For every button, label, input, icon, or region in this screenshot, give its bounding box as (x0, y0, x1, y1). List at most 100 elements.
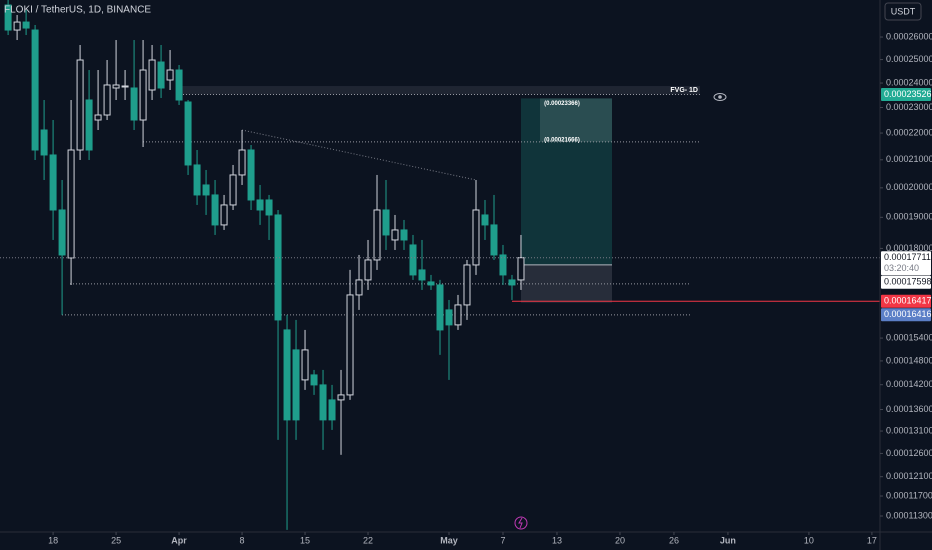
candle-body (256, 199, 264, 211)
candle-body (418, 269, 426, 281)
candle-body (247, 149, 255, 201)
x-tick-label: 18 (48, 535, 58, 545)
candle-body (265, 199, 273, 216)
candle-body (121, 85, 129, 88)
price-label: 0.00017598 (884, 277, 932, 287)
y-tick-label: 0.00018000 (886, 243, 932, 253)
candle-body (328, 399, 336, 421)
x-tick-label: 7 (500, 535, 505, 545)
x-tick-label: 26 (669, 535, 679, 545)
x-tick-label: 8 (240, 535, 245, 545)
candle-body (112, 84, 120, 89)
target-label: (0.00023366) (544, 101, 580, 107)
candle-body (382, 209, 390, 236)
x-tick-label: 15 (300, 535, 310, 545)
candle-body (184, 101, 192, 166)
loss-zone (521, 264, 612, 303)
candle-body (364, 259, 372, 281)
candle-body (58, 209, 66, 256)
x-tick-label: 13 (552, 535, 562, 545)
y-tick-label: 0.00013100 (886, 425, 932, 435)
y-tick-label: 0.00014800 (886, 355, 932, 365)
x-tick-label: 25 (111, 535, 121, 545)
candle-body (157, 61, 165, 89)
candle-body (139, 69, 147, 121)
candle-body (454, 304, 462, 326)
candle-body (490, 224, 498, 256)
profit-zone (521, 98, 612, 265)
candle-body (175, 69, 183, 101)
fvg-zone (180, 86, 700, 95)
x-tick-label: 20 (615, 535, 625, 545)
candle-body (193, 164, 201, 196)
candle-body (94, 114, 102, 121)
currency-button[interactable] (884, 2, 922, 21)
price-label-box (881, 308, 931, 322)
currency-label[interactable]: USDT (891, 6, 916, 16)
candle-body (463, 264, 471, 306)
symbol-title: FLOKI / TetherUS, 1D, BINANCE (4, 5, 151, 16)
x-tick-label: 22 (363, 535, 373, 545)
icon-circle[interactable] (514, 516, 528, 530)
candle-body (229, 174, 237, 206)
y-tick-label: 0.00012600 (886, 448, 932, 458)
y-tick-label: 0.00025000 (886, 54, 932, 64)
eye-icon[interactable] (713, 93, 727, 101)
candle-body (13, 21, 21, 31)
candle-body (220, 204, 228, 226)
candle-body (436, 284, 444, 331)
candle-body (409, 244, 417, 276)
candle-body (445, 309, 453, 326)
candle-body (355, 279, 363, 296)
candle-body (472, 209, 480, 266)
candle-body (49, 154, 57, 211)
candle-body (319, 384, 327, 421)
candle-body (310, 374, 318, 386)
candle-body (391, 229, 399, 241)
candle-body (4, 4, 12, 31)
candle-body (517, 257, 525, 281)
candle-body (238, 149, 246, 176)
x-tick-label: Jun (720, 535, 736, 545)
candle-body (40, 129, 48, 156)
price-label-box (881, 251, 931, 276)
candle-body (130, 87, 138, 121)
trend-line (241, 129, 477, 181)
candle-body (211, 194, 219, 226)
candle-body (202, 184, 210, 196)
y-tick-label: 0.00012100 (886, 471, 932, 481)
candle-body (274, 214, 282, 321)
y-tick-label: 0.00026000 (886, 31, 932, 41)
icon-bolt[interactable] (518, 517, 523, 529)
candle-body (76, 59, 84, 151)
candle-body (346, 294, 354, 396)
y-tick-label: 0.00023000 (886, 102, 932, 112)
candle-body (103, 84, 111, 116)
candle-body (373, 209, 381, 261)
y-tick-label: 0.00021000 (886, 154, 932, 164)
candle-body (400, 229, 408, 241)
x-tick-label: Apr (171, 535, 187, 545)
y-tick-label: 0.00020000 (886, 182, 932, 192)
x-tick-label: 17 (867, 535, 877, 545)
candle-body (22, 21, 30, 29)
candle-body (508, 279, 516, 286)
replay-icon[interactable] (514, 516, 528, 530)
eye-outline[interactable] (713, 93, 727, 101)
y-tick-label: 0.00022000 (886, 127, 932, 137)
y-tick-label: 0.00024000 (886, 77, 932, 87)
candle-body (166, 69, 174, 81)
y-tick-label: 0.00011700 (886, 490, 932, 500)
y-tick-label: 0.00011300 (886, 510, 932, 520)
y-tick-label: 0.00014200 (886, 379, 932, 389)
x-tick-label: May (440, 535, 458, 545)
price-label: 0.00016416 (884, 309, 932, 319)
eye-pupil[interactable] (718, 95, 722, 99)
y-tick-label: 0.00019000 (886, 212, 932, 222)
price-label: 0.00017711 (884, 252, 931, 262)
plot-area: FVG- 1D (0.00023366) (0.00021666) (0, 0, 880, 530)
candle-body (499, 254, 507, 276)
countdown: 03:20:40 (884, 263, 919, 273)
price-label-box (881, 294, 931, 308)
candle-body (67, 149, 75, 259)
